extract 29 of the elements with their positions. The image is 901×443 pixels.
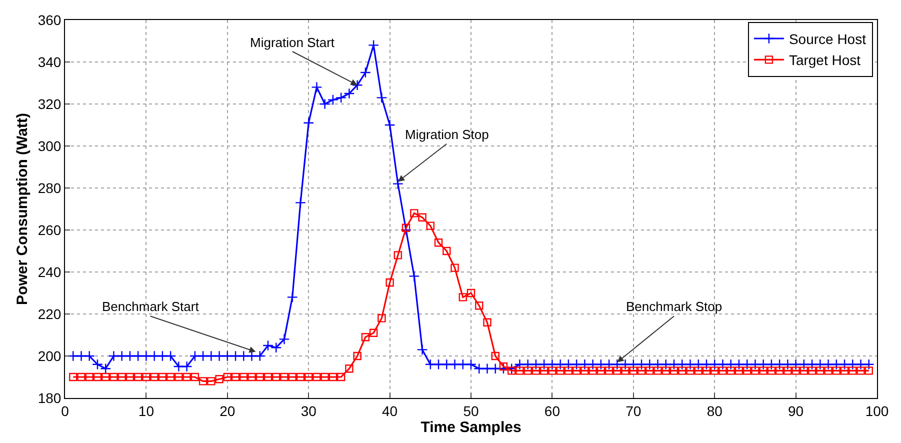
x-tick-label: 70: [626, 402, 642, 419]
y-tick-label: 180: [38, 390, 62, 406]
y-tick-label: 220: [38, 306, 62, 322]
annotation: Migration Start: [250, 35, 335, 50]
x-tick-label: 50: [463, 402, 479, 419]
annotation: Benchmark Start: [102, 299, 200, 314]
legend-label: Source Host: [788, 30, 866, 47]
y-tick-label: 240: [38, 264, 62, 280]
y-tick-label: 200: [38, 348, 62, 364]
x-tick-label: 80: [706, 402, 723, 419]
x-tick-label: 10: [138, 402, 154, 419]
y-tick-label: 260: [38, 222, 62, 238]
y-tick-label: 340: [38, 54, 62, 70]
y-tick-label: 320: [38, 96, 62, 112]
annotation: Benchmark Stop: [626, 299, 722, 314]
y-tick-label: 280: [38, 180, 62, 196]
x-tick-label: 90: [788, 402, 804, 419]
x-tick-label: 100: [865, 402, 889, 419]
y-axis-title: Power Consumption (Watt): [14, 113, 32, 305]
x-tick-label: 30: [300, 402, 317, 419]
legend-label: Target Host: [788, 52, 861, 68]
x-tick-label: 40: [382, 402, 398, 419]
annotation: Migration Stop: [405, 127, 489, 142]
x-tick-label: 0: [61, 402, 70, 419]
y-tick-label: 360: [38, 12, 62, 28]
x-tick-label: 20: [220, 402, 236, 419]
x-tick-label: 60: [544, 402, 560, 419]
y-tick-label: 300: [38, 138, 62, 154]
x-axis-title: Time Samples: [420, 418, 522, 436]
